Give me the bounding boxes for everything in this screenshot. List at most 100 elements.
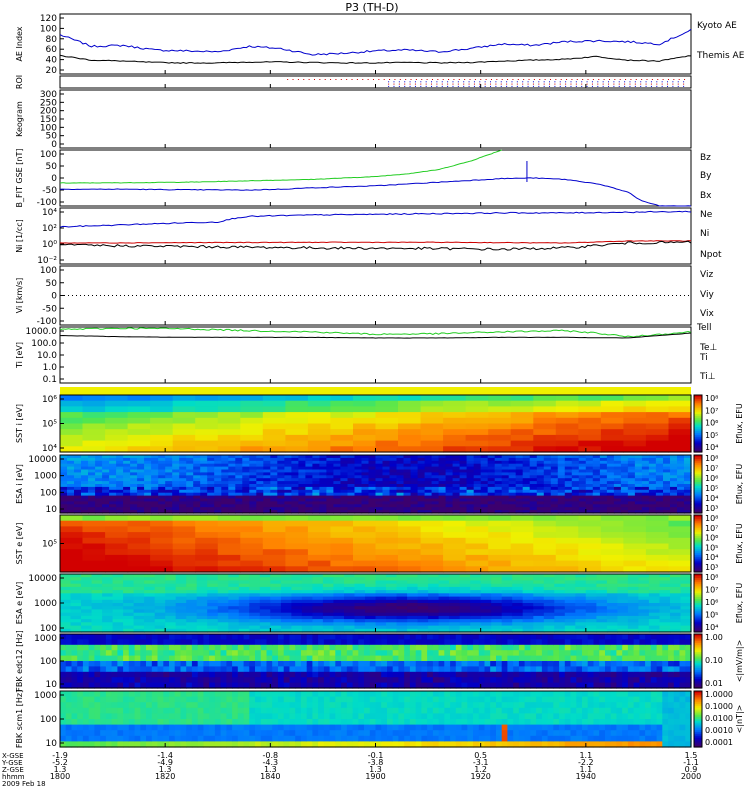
colorbar-tick: 10⁷ xyxy=(705,406,718,415)
y-tick-label: 10 xyxy=(46,505,58,515)
legend-viy: Viy xyxy=(700,290,714,300)
colorbar-tick: 10⁵ xyxy=(705,484,718,493)
panel-ti: 1000.0 100.0 10.0 1.0 0.1 Ti [eV] xyxy=(15,326,692,385)
colorbar-fbk_e: 1.00 0.10 0.01 <|mV/m|> xyxy=(693,633,744,689)
y-tick-label: 40 xyxy=(46,56,58,66)
y-tick-label: 100 xyxy=(40,624,57,634)
y-tick-label: 10⁵ xyxy=(42,540,57,550)
x-axis-row-label: X-GSE xyxy=(2,752,24,760)
y-tick-label: 300 xyxy=(40,90,57,100)
y-tick-label: 100 xyxy=(40,150,57,160)
plot-title: P3 (TH-D) xyxy=(345,1,398,14)
legend-bz: Bz xyxy=(700,153,711,163)
x-axis-row-label: hhmm xyxy=(2,773,25,781)
y-tick-label: 1000 xyxy=(34,691,57,701)
legend-ne: Ne xyxy=(700,210,713,220)
colorbar-label: Eflux, EFU xyxy=(735,523,744,564)
y-tick-label: 10⁶ xyxy=(42,395,57,405)
x-axis-value: -3.8 xyxy=(368,758,384,767)
colorbar-tick: 10⁸ xyxy=(705,454,718,463)
colorbar-tick: 10⁸ xyxy=(705,394,718,403)
legend-ti: Ti xyxy=(699,353,708,363)
x-axis-value: 1800 xyxy=(50,772,70,781)
colorbar-tick: 0.0010 xyxy=(705,726,733,735)
y-axis-label: ROI xyxy=(15,75,24,89)
x-axis-value: 1.1 xyxy=(579,765,592,774)
colorbar-tick: 10⁶ xyxy=(705,474,718,483)
colorbar-tick: 10⁴ xyxy=(705,623,718,632)
panel-bfield: 100 50 0 -50 -100 B_FIT GSE [nT] xyxy=(15,149,692,208)
legend-te-perp: Te⊥ xyxy=(699,343,718,353)
y-tick-label: 120 xyxy=(40,14,57,24)
y-tick-label: 100 xyxy=(40,123,57,133)
heatmap-sst_i xyxy=(60,395,692,453)
y-tick-label: 1000 xyxy=(34,472,57,482)
y-tick-label: 50 xyxy=(46,279,58,289)
panel-roi: ROI xyxy=(15,75,692,89)
y-axis-label: Vi [km/s] xyxy=(15,278,24,314)
legend-ti-perp: Ti⊥ xyxy=(699,372,716,382)
panel-fbk_b: 1000 100 10 FBK scm1 [Hz] xyxy=(15,690,692,749)
x-axis-value: 1900 xyxy=(365,772,385,781)
panel-esa_i: 10000 1000 100 10 ESA i [eV] xyxy=(15,454,692,515)
y-tick-label: 10² xyxy=(42,224,57,234)
colorbar-tick: 0.01 xyxy=(705,679,723,688)
y-axis-label: FBK edc12 [Hz] xyxy=(15,630,24,691)
colorbar-label: <|mV/m|> xyxy=(735,640,744,683)
panel-fbk_e: 1000 100 10 FBK edc12 [Hz] xyxy=(15,630,692,692)
roi-markers xyxy=(287,79,686,87)
panel-sst_i: 10⁶ 10⁵ 10⁴ SST i [eV] xyxy=(15,394,692,454)
colorbar-tick: 0.0100 xyxy=(705,714,733,723)
series-te-perp xyxy=(59,332,692,339)
y-tick-label: -100 xyxy=(37,317,58,327)
sst-i-top-band xyxy=(60,387,691,395)
x-axis-row-label: Z-GSE xyxy=(2,766,24,774)
colorbar-tick: 0.0001 xyxy=(705,738,733,747)
x-axis-value: 1940 xyxy=(576,772,596,781)
y-tick-label: 10⁵ xyxy=(42,420,57,430)
colorbar-label: <|nT|> xyxy=(735,705,744,734)
panel-esa_e: 10000 1000 100 ESA e [eV] xyxy=(15,573,692,634)
series-themis-ae xyxy=(59,54,692,64)
x-axis-value: -1.4 xyxy=(157,751,173,760)
legend-themis-ae: Themis AE xyxy=(696,51,745,61)
legend-vix: Vix xyxy=(700,309,714,319)
panel-sst_e: 10⁵ SST e [eV] xyxy=(15,514,692,573)
colorbar-tick: 10³ xyxy=(705,504,718,513)
legend-npot: Npot xyxy=(700,250,722,260)
y-tick-label: 0 xyxy=(51,140,57,150)
legend-viz: Viz xyxy=(700,270,713,280)
y-axis-label: ESA e [eV] xyxy=(15,582,24,624)
series-ni xyxy=(59,240,692,251)
y-tick-label: 1.0 xyxy=(43,363,58,373)
colorbar-tick: 10⁴ xyxy=(705,494,718,503)
x-axis-value: -5.2 xyxy=(52,758,68,767)
heatmap-fbk_e xyxy=(60,634,692,689)
y-axis-label: Ni [1/cc] xyxy=(15,219,24,253)
y-tick-label: 20 xyxy=(46,66,58,76)
x-axis-value: -0.8 xyxy=(263,751,279,760)
x-axis-value: -2.2 xyxy=(578,758,594,767)
x-axis-value: -1.9 xyxy=(52,751,68,760)
colorbar-esa_e: 10⁸ 10⁷ 10⁶ 10⁵ 10⁴ Eflux, EFU xyxy=(693,573,744,633)
colorbar-label: Eflux, EFU xyxy=(735,403,744,444)
colorbar-tick: 10⁴ xyxy=(705,443,718,452)
y-tick-label: 10000 xyxy=(28,574,57,584)
x-axis-value: 1820 xyxy=(155,772,175,781)
legend-ni: Ni xyxy=(700,229,709,239)
y-tick-label: 80 xyxy=(46,35,58,45)
x-axis-value: 1.3 xyxy=(264,765,277,774)
y-tick-label: 10 xyxy=(46,680,58,690)
colorbar-tick: 10⁴ xyxy=(705,553,718,562)
x-axis-value: 1.1 xyxy=(579,751,592,760)
y-tick-label: 10⁴ xyxy=(42,444,57,454)
panel-vi: 100 50 0 -50 -100 Vi [km/s] xyxy=(15,265,692,327)
colorbar-label: Eflux, EFU xyxy=(735,464,744,505)
y-tick-label: 100 xyxy=(40,266,57,276)
y-tick-label: 100 xyxy=(40,488,57,498)
y-tick-label: 100 xyxy=(40,715,57,725)
